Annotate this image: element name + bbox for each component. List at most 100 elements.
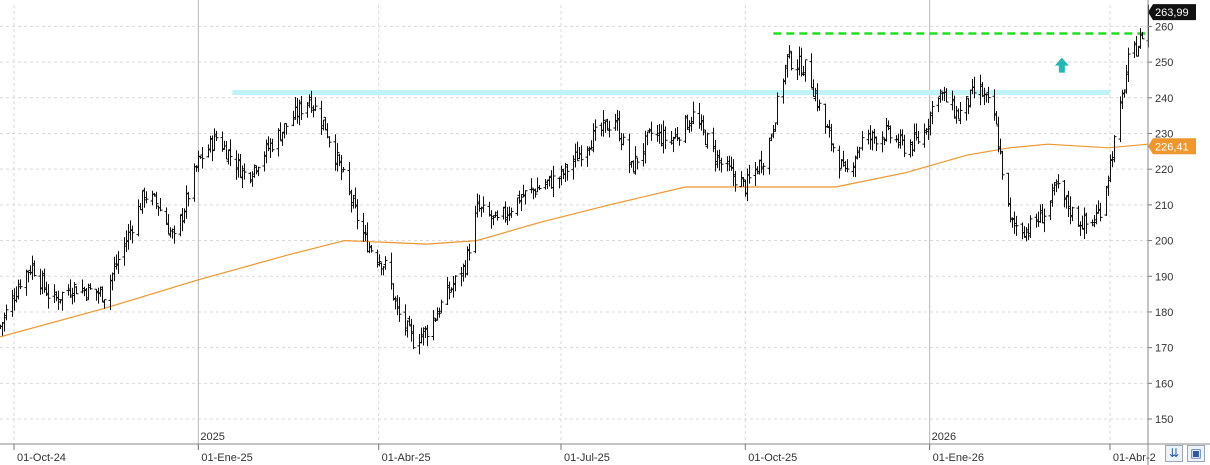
ohlc-bar (789, 51, 794, 71)
ohlc-bar (964, 96, 969, 121)
y-tick-label: 170 (1155, 343, 1173, 355)
ohlc-bar (922, 123, 927, 148)
ohlc-bar (733, 170, 738, 192)
ohlc-bar (94, 288, 99, 301)
ohlc-bar (270, 138, 275, 153)
ohlc-bar (278, 122, 283, 141)
y-tick-label: 190 (1155, 271, 1173, 283)
ohlc-bar (208, 135, 213, 153)
ohlc-bar (198, 155, 203, 159)
ohlc-bar (4, 304, 9, 321)
ohlc-bar (178, 214, 183, 237)
ohlc-bar (601, 110, 606, 137)
ohlc-bar (361, 212, 366, 242)
ohlc-bar (1012, 211, 1017, 234)
ohlc-bar (613, 113, 618, 131)
ohlc-bar (52, 284, 57, 304)
ohlc-bar (579, 145, 584, 167)
moving-average-layer (0, 143, 1149, 338)
ohlc-bar (18, 279, 23, 290)
ohlc-bar (122, 237, 127, 266)
ohlc-bar (1078, 221, 1083, 236)
ohlc-bar (978, 74, 983, 106)
ohlc-bar (944, 88, 949, 103)
ohlc-bar (1038, 204, 1043, 223)
ohlc-bar (633, 146, 638, 175)
y-tick-label: 200 (1155, 236, 1173, 248)
ohlc-bar (599, 122, 604, 137)
ohlc-bar (739, 171, 744, 188)
ohlc-bar (238, 154, 243, 178)
ohlc-bar (439, 299, 444, 313)
ohlc-bar (900, 129, 905, 146)
ohlc-bars-layer (0, 4, 1151, 355)
ohlc-bar (377, 254, 382, 267)
ohlc-bar (741, 177, 746, 187)
ohlc-bar (1062, 179, 1067, 208)
ohlc-bar (1076, 205, 1081, 227)
ohlc-bar (425, 324, 430, 347)
ohlc-bar (417, 334, 422, 355)
ohlc-bar (910, 141, 915, 157)
ohlc-bar (28, 265, 33, 275)
x-tick-label: 01-Abr-2 (1113, 452, 1156, 464)
ohlc-bar (495, 210, 500, 221)
ohlc-bar (543, 178, 548, 190)
ohlc-bar (519, 194, 524, 212)
x-tick-label: 01-Abr-25 (382, 452, 431, 464)
arrow-up-icon (1054, 57, 1069, 73)
ohlc-bar (1036, 211, 1041, 227)
ohlc-bar (1096, 200, 1101, 214)
ohlc-bar (1040, 203, 1045, 224)
ohlc-bar (339, 155, 344, 181)
ohlc-bar (321, 119, 326, 131)
ohlc-bar (46, 284, 51, 309)
ohlc-bar (1066, 190, 1071, 217)
ohlc-bar (222, 140, 227, 150)
ohlc-bar (295, 97, 300, 124)
ohlc-bar (1134, 35, 1139, 57)
ohlc-bar (775, 92, 780, 126)
ohlc-bar (445, 276, 450, 305)
year-label: 2026 (932, 431, 956, 443)
ohlc-bar (719, 157, 724, 173)
ohlc-bar (234, 150, 239, 180)
ohlc-bar (351, 194, 356, 209)
ohlc-bar (98, 286, 103, 297)
y-tick-label: 230 (1155, 128, 1173, 140)
ohlc-bar (236, 153, 241, 178)
ohlc-bar (1034, 213, 1039, 228)
ohlc-bar (649, 121, 654, 141)
ohlc-bar (1048, 200, 1053, 221)
ohlc-bar (619, 132, 624, 151)
ohlc-bar (529, 178, 534, 194)
ohlc-bar (515, 197, 520, 216)
ohlc-bar (575, 141, 580, 162)
ohlc-bar (180, 208, 185, 232)
ohlc-bar (293, 97, 298, 120)
ohlc-bar (868, 125, 873, 150)
ohlc-bar (102, 299, 107, 309)
ohlc-bar (898, 129, 903, 149)
ohlc-bar (1000, 150, 1005, 180)
ohlc-bar (325, 123, 330, 139)
save-button[interactable]: ▣ (1187, 445, 1205, 462)
y-tick-label: 210 (1155, 200, 1173, 212)
scroll-down-button[interactable]: ⇊ (1165, 445, 1183, 462)
x-tick-label: 01-Oct-24 (17, 452, 66, 464)
ohlc-bar (70, 287, 75, 305)
ohlc-bar (423, 326, 428, 338)
ohlc-bar (683, 115, 688, 143)
ohlc-bar (114, 254, 119, 270)
ohlc-bar (535, 177, 540, 193)
ohlc-bar (1010, 217, 1015, 228)
ohlc-bar (74, 286, 79, 295)
ohlc-bar (817, 99, 822, 111)
ohlc-bar (409, 318, 414, 342)
ohlc-bar (1112, 135, 1117, 163)
ohlc-bar (2, 312, 7, 332)
ohlc-bar (112, 256, 117, 282)
y-tick-label: 220 (1155, 164, 1173, 176)
ohlc-bar (435, 307, 440, 321)
ohlc-bar (250, 171, 255, 187)
